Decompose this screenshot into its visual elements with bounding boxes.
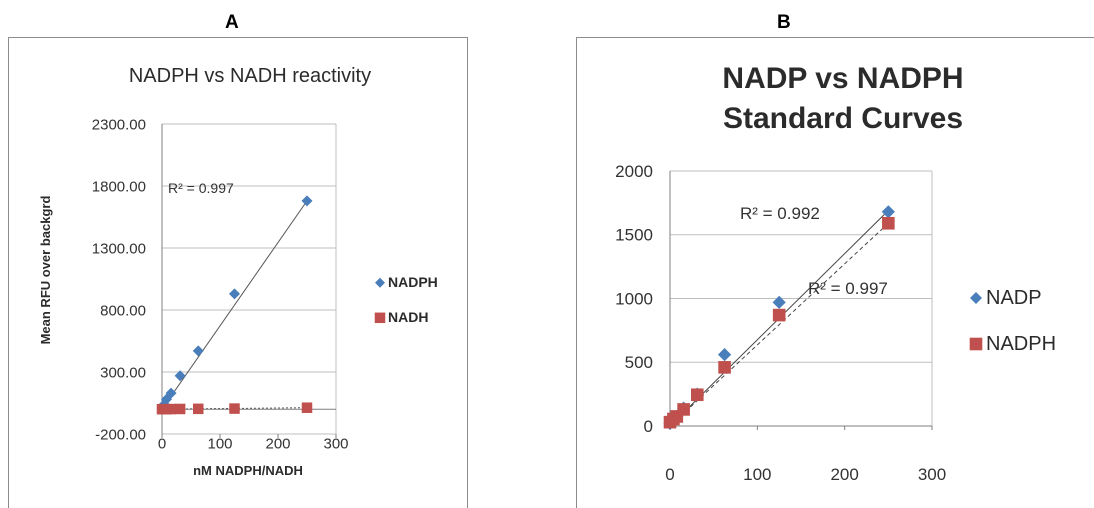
chart-b-point-nadp	[717, 348, 732, 362]
chart-b-point-nadph	[677, 403, 690, 416]
chart-b-legend-label-nadph: NADPH	[986, 333, 1056, 355]
chart-b-r-squared-label: R² = 0.992	[740, 204, 820, 223]
chart-a-point-nadph	[301, 195, 313, 207]
chart-a-legend-marker-nadph	[375, 277, 385, 288]
chart-b-x-tick-label: 0	[665, 465, 674, 484]
chart-a-y-tick-label: 1800.00	[92, 178, 146, 195]
panel-label-b: B	[777, 12, 791, 33]
chart-a-y-tick-label: 800.00	[100, 302, 146, 319]
chart-b-x-tick-label: 300	[918, 465, 946, 484]
chart-b-x-tick-label: 200	[830, 465, 858, 484]
chart-a-x-tick-label: 0	[158, 435, 166, 452]
chart-a-x-tick-label: 200	[265, 435, 290, 452]
chart-a-x-axis-label: nM NADPH/NADH	[193, 463, 303, 478]
chart-b-point-nadph	[772, 308, 786, 322]
chart-a-legend-label-nadph: NADPH	[388, 274, 438, 290]
chart-a-legend-label-nadh: NADH	[388, 309, 428, 325]
chart-a-point-nadph	[229, 288, 240, 300]
chart-a-point-nadh	[229, 403, 240, 414]
chart-b-point-nadph	[718, 361, 731, 374]
chart-a-point-nadh	[193, 403, 204, 415]
chart-a-point-nadph	[192, 345, 204, 357]
chart-a-point-nadph	[165, 387, 177, 399]
chart-a-y-tick-label: 2300.00	[92, 116, 146, 133]
chart-b-r-squared-label: R² = 0.997	[808, 279, 888, 298]
chart-b-point-nadph	[882, 216, 895, 230]
chart-b-point-nadp	[881, 205, 895, 219]
chart-a-point-nadph	[174, 370, 186, 382]
chart-a-y-tick-label: 300.00	[100, 364, 146, 381]
chart-a-y-tick-label: 1300.00	[92, 240, 146, 257]
chart-b-y-tick-label: 1500	[615, 226, 653, 245]
chart-b-point-nadp	[772, 295, 786, 309]
chart-b-legend-label-nadp: NADP	[986, 287, 1042, 309]
chart-b-title: NADP vs NADPH	[722, 62, 963, 95]
chart-a-point-nadh	[165, 403, 177, 415]
chart-b-y-tick-label: 2000	[615, 162, 653, 181]
chart-b-y-tick-label: 1000	[615, 289, 653, 308]
chart-a-r-squared-label: R² = 0.997	[168, 180, 234, 196]
chart-a-frame	[8, 37, 468, 508]
chart-a-point-nadh	[174, 403, 186, 415]
chart-b-x-tick-label: 100	[743, 465, 771, 484]
chart-a-legend-marker-nadh	[374, 312, 386, 324]
chart-b-title: Standard Curves	[723, 102, 963, 135]
chart-b-y-tick-label: 500	[625, 353, 653, 372]
chart-b-legend-marker-nadph	[969, 337, 983, 351]
chart-a-x-tick-label: 300	[323, 435, 348, 452]
chart-b-y-tick-label: 0	[644, 417, 653, 436]
chart-b-trendline-nadph	[669, 222, 889, 427]
chart-a-point-nadh	[301, 402, 313, 413]
chart-a-title: NADPH vs NADH reactivity	[129, 65, 371, 87]
panel-label-a: A	[225, 12, 239, 33]
chart-b-legend-marker-nadp	[970, 292, 982, 304]
chart-a-x-tick-label: 100	[207, 435, 232, 452]
chart-a-y-tick-label: -200.00	[95, 426, 146, 443]
chart-a-y-axis-label: Mean RFU over backgrd	[38, 196, 53, 345]
chart-b-point-nadph	[690, 388, 704, 402]
chart-a-trendline-nadph	[161, 200, 308, 410]
